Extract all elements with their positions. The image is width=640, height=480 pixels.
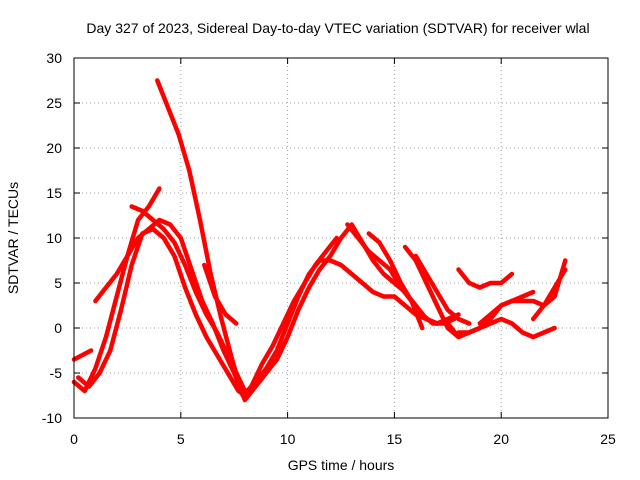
- series-line-arc-10: [402, 244, 461, 340]
- y-tick-label: 20: [46, 140, 62, 156]
- series-line-arc-5: [76, 226, 461, 398]
- series-line-arc-3: [71, 348, 94, 362]
- series-line-arc-8: [345, 222, 457, 326]
- y-tick-label: 30: [46, 50, 62, 66]
- x-tick-label: 20: [493, 431, 509, 447]
- y-tick-label: -5: [50, 365, 63, 381]
- y-tick-label: 0: [54, 320, 62, 336]
- series-line-arc-6: [129, 204, 248, 394]
- y-tick-label: 15: [46, 185, 62, 201]
- x-tick-label: 5: [177, 431, 185, 447]
- x-tick-label: 10: [280, 431, 296, 447]
- y-tick-label: 5: [54, 275, 62, 291]
- x-axis-title: GPS time / hours: [288, 457, 395, 473]
- x-tick-label: 15: [387, 431, 403, 447]
- series-group: [71, 78, 568, 403]
- series-line-arc-11: [413, 253, 472, 326]
- series-line-arc-16: [530, 267, 568, 322]
- y-axis-title: SDTVAR / TECUs: [5, 182, 21, 294]
- series-line-arc-4: [93, 217, 440, 403]
- series-line-arc-14: [456, 316, 557, 340]
- series-line-arc-7: [202, 262, 239, 326]
- chart-title: Day 327 of 2023, Sidereal Day-to-day VTE…: [86, 20, 589, 36]
- series-line-arc-2: [71, 186, 162, 394]
- x-tick-label: 25: [600, 431, 616, 447]
- x-axis-ticks: 0 5 10 15 20 25: [70, 58, 616, 447]
- series-line-arc-12: [456, 267, 515, 290]
- series-line-arc-15: [477, 289, 536, 326]
- series-line-arc-9: [366, 231, 425, 331]
- y-axis-ticks: -10 -5 0 5 10 15 20 25 30: [42, 50, 608, 426]
- y-tick-label: 25: [46, 95, 62, 111]
- y-tick-label: 10: [46, 230, 62, 246]
- x-tick-label: 0: [70, 431, 78, 447]
- y-tick-label: -10: [42, 410, 62, 426]
